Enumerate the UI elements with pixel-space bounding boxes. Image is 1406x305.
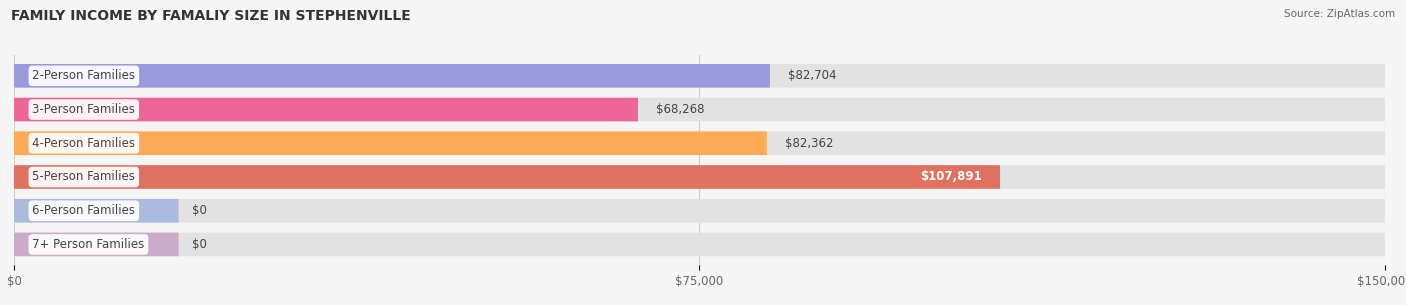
Text: $0: $0 (193, 238, 207, 251)
Text: 6-Person Families: 6-Person Families (32, 204, 135, 217)
FancyBboxPatch shape (14, 199, 179, 223)
Text: $82,362: $82,362 (785, 137, 834, 150)
FancyBboxPatch shape (14, 165, 1385, 189)
Text: 3-Person Families: 3-Person Families (32, 103, 135, 116)
FancyBboxPatch shape (14, 233, 179, 256)
FancyBboxPatch shape (14, 233, 1385, 256)
FancyBboxPatch shape (14, 98, 638, 121)
FancyBboxPatch shape (14, 131, 1385, 155)
FancyBboxPatch shape (14, 64, 1385, 88)
FancyBboxPatch shape (14, 165, 1000, 189)
FancyBboxPatch shape (14, 199, 1385, 223)
Text: $107,891: $107,891 (920, 170, 981, 184)
FancyBboxPatch shape (14, 131, 766, 155)
Text: $68,268: $68,268 (657, 103, 704, 116)
Text: $0: $0 (193, 204, 207, 217)
Text: 7+ Person Families: 7+ Person Families (32, 238, 145, 251)
Text: 5-Person Families: 5-Person Families (32, 170, 135, 184)
FancyBboxPatch shape (14, 98, 1385, 121)
Text: FAMILY INCOME BY FAMALIY SIZE IN STEPHENVILLE: FAMILY INCOME BY FAMALIY SIZE IN STEPHEN… (11, 9, 411, 23)
Text: Source: ZipAtlas.com: Source: ZipAtlas.com (1284, 9, 1395, 19)
Text: 2-Person Families: 2-Person Families (32, 69, 135, 82)
FancyBboxPatch shape (14, 64, 770, 88)
Text: $82,704: $82,704 (789, 69, 837, 82)
Text: 4-Person Families: 4-Person Families (32, 137, 135, 150)
